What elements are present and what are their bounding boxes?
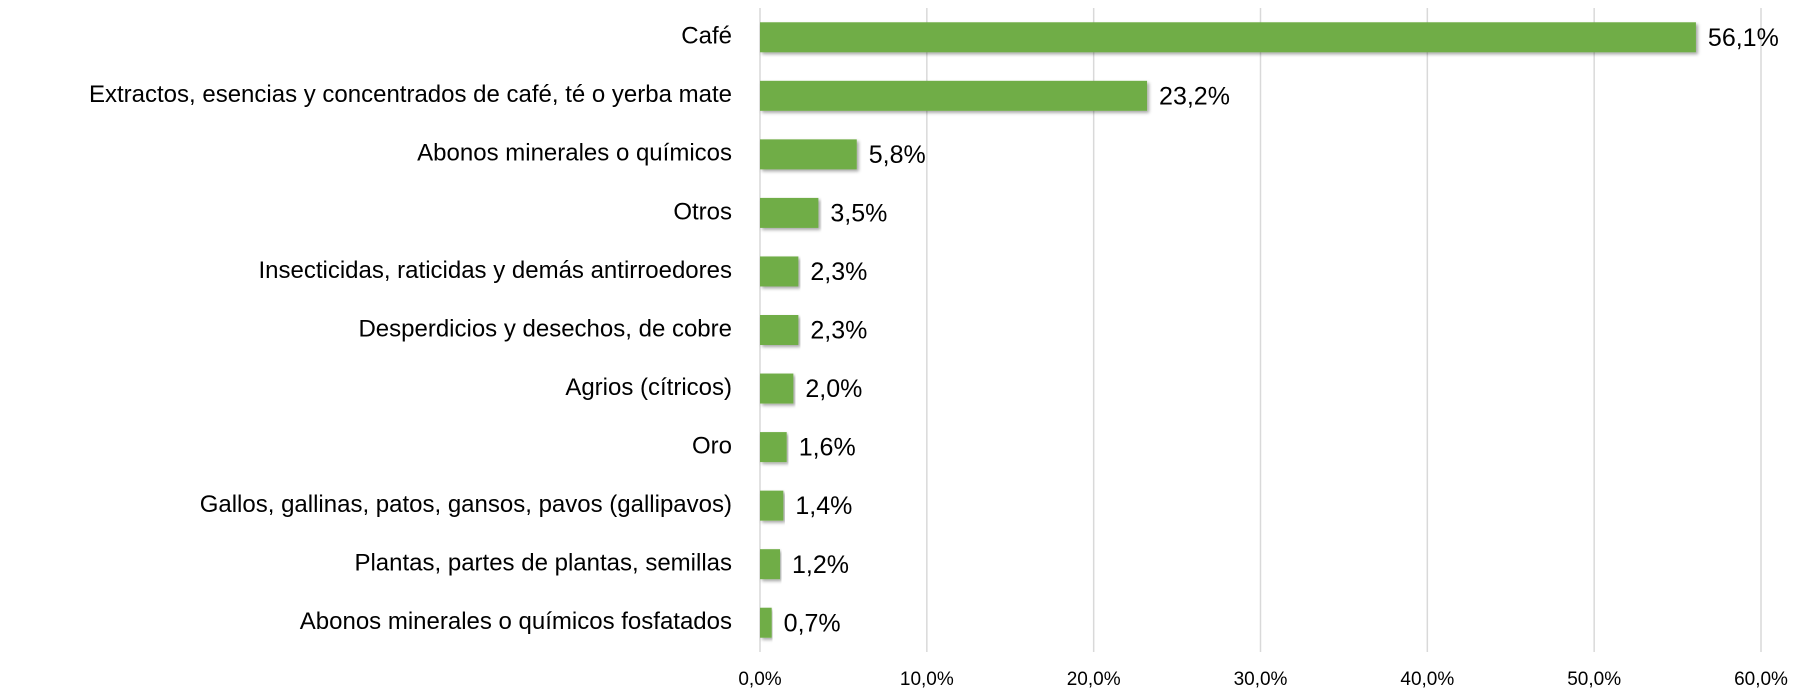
y-tick-label: Abonos minerales o químicos [417,140,732,167]
x-tick-label: 50,0% [1567,669,1621,690]
value-label: 1,4% [795,492,852,520]
value-label: 5,8% [869,141,926,169]
y-tick-label: Desperdicios y desechos, de cobre [358,315,732,342]
bar [760,197,819,228]
x-tick-label: 10,0% [900,669,954,690]
bar [760,80,1148,111]
value-label: 2,3% [810,258,867,286]
value-label: 56,1% [1708,24,1779,52]
bar [760,256,799,287]
y-tick-label: Plantas, partes de plantas, semillas [354,550,732,577]
y-tick-label: Otros [673,198,732,225]
value-label: 2,3% [810,317,867,345]
value-label: 3,5% [830,200,887,228]
x-tick-label: 40,0% [1400,669,1454,690]
y-tick-label: Agrios (cítricos) [565,374,732,401]
bar [760,139,857,170]
bar [760,607,772,638]
bar [760,315,799,345]
value-label: 0,7% [784,609,841,637]
x-tick-label: 30,0% [1234,669,1288,690]
bar [760,373,794,404]
value-label: 1,2% [792,551,849,579]
x-tick-label: 20,0% [1067,669,1121,690]
y-tick-label: Gallos, gallinas, patos, gansos, pavos (… [200,491,732,518]
y-tick-label: Oro [692,432,732,459]
x-tick-label: 0,0% [738,669,781,690]
bar [760,432,787,463]
value-label: 1,6% [799,434,856,462]
y-tick-label: Café [681,23,732,50]
y-tick-label: Extractos, esencias y concentrados de ca… [89,81,732,108]
y-tick-label: Insecticidas, raticidas y demás antirroe… [258,257,732,284]
y-tick-label: Abonos minerales o químicos fosfatados [300,608,732,635]
x-tick-label: 60,0% [1734,669,1788,690]
value-label: 23,2% [1159,82,1230,110]
value-label: 2,0% [805,375,862,403]
bar [760,549,781,580]
bar [760,490,784,521]
bar [760,22,1696,53]
